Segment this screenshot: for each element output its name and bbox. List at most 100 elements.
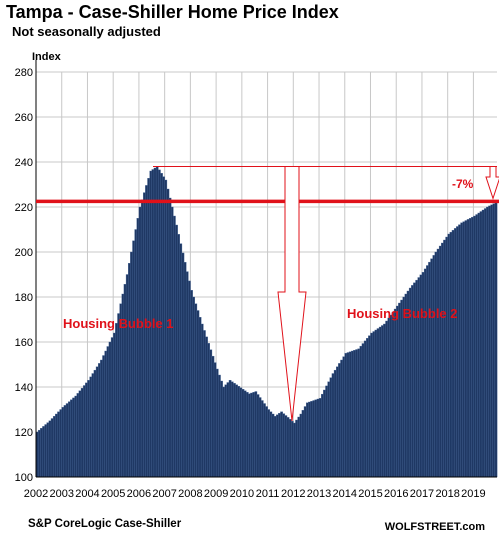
bar — [267, 409, 271, 478]
bar — [458, 224, 461, 478]
bar — [209, 349, 213, 478]
bar — [468, 218, 472, 478]
bar — [355, 349, 358, 478]
bar — [312, 400, 316, 478]
bar — [132, 240, 135, 478]
bar — [396, 305, 399, 478]
bar — [318, 398, 322, 478]
bar — [301, 410, 305, 478]
bar — [310, 401, 313, 478]
bar — [136, 218, 140, 478]
bar — [52, 416, 56, 478]
bar — [331, 373, 335, 478]
bar — [230, 381, 234, 478]
y-tick-label: 100 — [15, 472, 33, 484]
y-tick-label: 200 — [15, 247, 33, 259]
bar — [490, 204, 494, 478]
bar — [185, 271, 189, 478]
y-tick-label: 160 — [15, 337, 33, 349]
bar — [218, 374, 221, 478]
bar — [220, 380, 223, 478]
bar — [250, 392, 253, 478]
bar — [473, 215, 476, 478]
bar — [451, 230, 455, 478]
brand-label: WOLFSTREET.com — [384, 521, 485, 533]
bar — [203, 330, 206, 478]
bar — [134, 229, 138, 478]
bar — [140, 199, 144, 478]
bar — [359, 345, 363, 478]
bar — [475, 214, 479, 478]
bar — [329, 377, 333, 478]
bar — [436, 248, 440, 478]
bar — [333, 369, 337, 478]
bar — [486, 206, 489, 478]
bar — [271, 413, 275, 478]
bar — [265, 406, 268, 478]
bar — [241, 389, 245, 478]
bar — [211, 355, 215, 478]
bar — [205, 336, 208, 478]
bar — [50, 418, 54, 478]
trough-arrow — [277, 166, 307, 422]
y-tick-label: 140 — [15, 382, 33, 394]
x-tick-label: 2003 — [49, 488, 73, 500]
bar — [235, 384, 238, 478]
bar — [254, 391, 258, 478]
bar — [443, 239, 446, 478]
bar — [239, 387, 243, 478]
bar — [374, 329, 378, 478]
bar — [494, 202, 498, 478]
bar — [305, 402, 309, 478]
bar — [98, 363, 101, 478]
bar — [175, 224, 178, 478]
bar — [100, 359, 103, 478]
bar — [104, 350, 108, 478]
bar — [308, 401, 311, 478]
y-tick-label: 280 — [15, 67, 33, 79]
bar — [361, 343, 365, 478]
y-tick-label: 220 — [15, 202, 33, 214]
x-tick-label: 2006 — [127, 488, 151, 500]
bar — [63, 405, 67, 478]
bar — [387, 317, 391, 478]
bar — [323, 389, 326, 478]
bar — [370, 332, 373, 478]
bar — [252, 392, 256, 478]
chart-title: Tampa - Case-Shiller Home Price Index — [6, 2, 339, 22]
x-tick-label: 2014 — [333, 488, 357, 500]
source-note: S&P CoreLogic Case-Shiller — [28, 518, 182, 530]
bar — [381, 325, 384, 478]
bar — [346, 352, 350, 478]
bar — [290, 420, 294, 478]
bar — [280, 411, 283, 478]
bar — [357, 348, 361, 478]
bar — [198, 317, 202, 478]
bar — [430, 258, 433, 478]
bar — [78, 390, 82, 478]
bar — [237, 386, 241, 478]
bar — [353, 350, 356, 478]
bar — [173, 215, 176, 478]
bar — [351, 350, 354, 478]
bar — [303, 406, 307, 478]
bar — [372, 331, 376, 478]
bar — [61, 407, 65, 478]
bar — [421, 272, 425, 478]
decline-arrow — [485, 166, 499, 200]
bar — [138, 206, 142, 478]
decline-percent-label: -7% — [452, 177, 474, 191]
bar — [471, 216, 474, 478]
x-tick-label: 2008 — [178, 488, 202, 500]
bar — [402, 296, 406, 478]
y-tick-label: 180 — [15, 292, 33, 304]
bar — [168, 197, 172, 478]
bar — [275, 414, 279, 478]
bar — [404, 293, 408, 478]
bar — [213, 362, 217, 478]
bar — [194, 303, 198, 478]
bar — [479, 211, 483, 478]
bar — [426, 265, 429, 478]
